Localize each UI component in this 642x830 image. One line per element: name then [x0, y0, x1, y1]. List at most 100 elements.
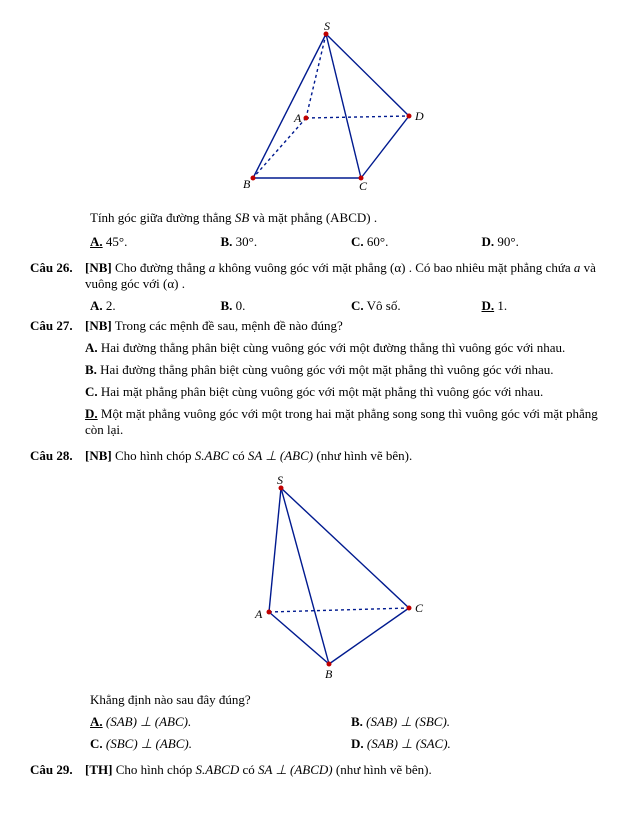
opt-label: D.	[482, 298, 495, 313]
text: (như hình vẽ bên).	[316, 448, 412, 463]
opt-label: B.	[221, 298, 233, 313]
q26-options: A. 2. B. 0. C. Vô số. D. 1.	[90, 298, 612, 314]
text: Cho đường thẳng	[115, 260, 209, 275]
q29: Câu 29. [TH] Cho hình chóp S.ABCD có SA …	[30, 762, 612, 778]
math-sb: SB	[235, 210, 249, 225]
text: Tính góc giữa đường thẳng	[90, 210, 235, 225]
opt-value: 60°.	[367, 234, 388, 249]
q26-opt-c: C. Vô số.	[351, 298, 482, 314]
text: không vuông góc với mặt phẳng	[218, 260, 390, 275]
svg-text:B: B	[243, 177, 251, 191]
opt-value: (SAB) ⊥ (SBC).	[366, 714, 450, 729]
text: Cho hình chóp	[116, 762, 196, 777]
opt-value: 45°.	[106, 234, 127, 249]
opt-text: Một mặt phẳng vuông góc với một trong ha…	[85, 406, 598, 437]
q26-label: Câu 26.	[30, 260, 85, 276]
q28-opt-b: B. (SAB) ⊥ (SBC).	[351, 714, 612, 730]
figure-pyramid-abcd: SABCD	[30, 20, 612, 200]
opt-value: 2.	[106, 298, 116, 313]
svg-text:C: C	[415, 601, 424, 615]
q25-opt-c: C. 60°.	[351, 234, 482, 250]
q26-opt-b: B. 0.	[221, 298, 352, 314]
text: có	[232, 448, 248, 463]
svg-text:B: B	[325, 667, 333, 681]
opt-label: C.	[351, 298, 364, 313]
text: có	[242, 762, 258, 777]
opt-label: D.	[85, 406, 98, 421]
svg-text:A: A	[293, 111, 302, 125]
opt-text: Hai mặt phẳng phân biệt cùng vuông góc v…	[101, 384, 543, 399]
q28-prompt: Khẳng định nào sau đây đúng?	[90, 692, 612, 708]
q27-stmt-d: D. Một mặt phẳng vuông góc với một trong…	[85, 406, 612, 438]
q27-stmt-c: C. Hai mặt phẳng phân biệt cùng vuông gó…	[85, 384, 612, 400]
text: và mặt phẳng	[253, 210, 326, 225]
opt-label: C.	[351, 234, 364, 249]
svg-text:S: S	[324, 20, 330, 33]
opt-value: 1.	[497, 298, 507, 313]
opt-label: D.	[351, 736, 364, 751]
math-abcd: (ABCD)	[326, 210, 371, 225]
text: Trong các mệnh đề sau, mệnh đề nào đúng?	[115, 318, 343, 333]
q28-row1: A. (SAB) ⊥ (ABC). B. (SAB) ⊥ (SBC).	[90, 714, 612, 730]
q26-opt-d: D. 1.	[482, 298, 613, 314]
q26-opt-a: A. 2.	[90, 298, 221, 314]
q28: Câu 28. [NB] Cho hình chóp S.ABC có SA ⊥…	[30, 448, 612, 464]
q28-opt-d: D. (SAB) ⊥ (SAC).	[351, 736, 612, 752]
opt-text: Hai đường thẳng phân biệt cùng vuông góc…	[100, 362, 553, 377]
opt-label: C.	[85, 384, 98, 399]
q25-prompt: Tính góc giữa đường thẳng SB và mặt phẳn…	[90, 210, 612, 226]
opt-text: Hai đường thẳng phân biệt cùng vuông góc…	[101, 340, 565, 355]
q28-row2: C. (SBC) ⊥ (ABC). D. (SAB) ⊥ (SAC).	[90, 736, 612, 752]
opt-value: (SAB) ⊥ (SAC).	[367, 736, 451, 751]
text: . Có bao nhiêu mặt phẳng chứa	[409, 260, 574, 275]
opt-value: (SAB) ⊥ (ABC).	[106, 714, 191, 729]
svg-text:S: S	[277, 473, 283, 487]
q25-options: A. 45°. B. 30°. C. 60°. D. 90°.	[90, 234, 612, 250]
q26-tag: [NB]	[85, 260, 112, 275]
svg-text:D: D	[414, 109, 424, 123]
math-a: a	[209, 260, 216, 275]
opt-label: A.	[85, 340, 98, 355]
text: (như hình vẽ bên).	[336, 762, 432, 777]
q28-tag: [NB]	[85, 448, 112, 463]
opt-label: C.	[90, 736, 103, 751]
q26-body: [NB] Cho đường thẳng a không vuông góc v…	[85, 260, 612, 292]
q27-label: Câu 27.	[30, 318, 85, 334]
q28-label: Câu 28.	[30, 448, 85, 464]
opt-value: (SBC) ⊥ (ABC).	[106, 736, 192, 751]
q25-opt-a: A. 45°.	[90, 234, 221, 250]
q28-opt-c: C. (SBC) ⊥ (ABC).	[90, 736, 351, 752]
q27-tag: [NB]	[85, 318, 112, 333]
math-a: a	[574, 260, 581, 275]
math-saperp: SA ⊥ (ABCD)	[258, 762, 333, 777]
math-saperp: SA ⊥ (ABC)	[248, 448, 313, 463]
opt-label: A.	[90, 234, 103, 249]
opt-label: B.	[351, 714, 363, 729]
q27-stmt-a: A. Hai đường thẳng phân biệt cùng vuông …	[85, 340, 612, 356]
q28-body: [NB] Cho hình chóp S.ABC có SA ⊥ (ABC) (…	[85, 448, 612, 464]
opt-value: 90°.	[497, 234, 518, 249]
opt-value: 0.	[236, 298, 246, 313]
q28-opt-a: A. (SAB) ⊥ (ABC).	[90, 714, 351, 730]
opt-value: 30°.	[236, 234, 257, 249]
math-alpha: (α)	[390, 260, 405, 275]
q25-opt-b: B. 30°.	[221, 234, 352, 250]
q27-body: [NB] Trong các mệnh đề sau, mệnh đề nào …	[85, 318, 612, 438]
math-alpha: (α)	[163, 276, 178, 291]
math-sabcd: S.ABCD	[196, 762, 240, 777]
q29-tag: [TH]	[85, 762, 112, 777]
text: Khẳng định nào sau đây đúng?	[90, 692, 251, 707]
text: .	[182, 276, 185, 291]
q25-opt-d: D. 90°.	[482, 234, 613, 250]
q29-label: Câu 29.	[30, 762, 85, 778]
q29-body: [TH] Cho hình chóp S.ABCD có SA ⊥ (ABCD)…	[85, 762, 612, 778]
opt-label: A.	[90, 714, 103, 729]
text: .	[374, 210, 377, 225]
figure-tetra-sabc: S A B C	[30, 472, 612, 682]
opt-label: D.	[482, 234, 495, 249]
opt-value: Vô số.	[367, 298, 401, 313]
math-sabc: S.ABC	[195, 448, 229, 463]
svg-text:A: A	[254, 607, 263, 621]
q27: Câu 27. [NB] Trong các mệnh đề sau, mệnh…	[30, 318, 612, 438]
opt-label: B.	[221, 234, 233, 249]
